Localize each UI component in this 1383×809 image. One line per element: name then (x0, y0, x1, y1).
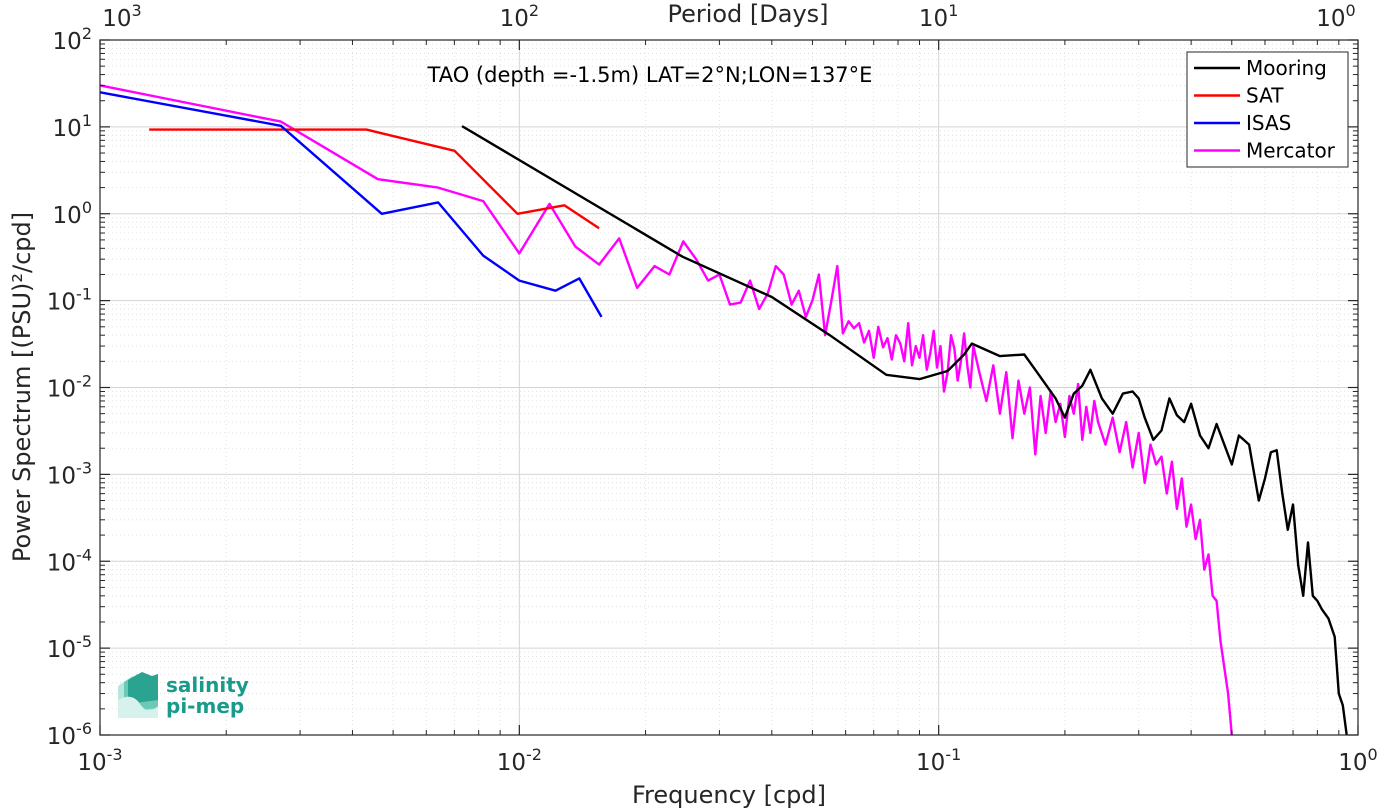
logo-line2: pi-mep (166, 694, 244, 718)
y-tick-label: 10-5 (47, 632, 92, 663)
y-tick-label: 101 (53, 111, 92, 142)
x-tick-label: 10-2 (497, 745, 542, 776)
top-tick-label: 100 (1316, 1, 1355, 32)
x-tick-label: 100 (1338, 745, 1377, 776)
y-tick-label: 10-2 (47, 372, 92, 403)
y-axis-title: Power Spectrum [(PSU)²/cpd] (8, 212, 36, 562)
minor-grid (100, 40, 1358, 735)
x-axis-title: Frequency [cpd] (632, 781, 826, 809)
x-tick-label: 10-3 (77, 745, 122, 776)
series-line-sat (149, 128, 600, 230)
legend-box (1186, 51, 1349, 168)
y-tick-label: 10-6 (47, 719, 92, 750)
tick-labels: 10-3 10-2 10-1 100 103 102 101 100 102 101 100 10-1… (47, 1, 1378, 776)
series-layer (100, 84, 1348, 735)
y-tick-label: 10-1 (47, 285, 92, 316)
series-line-mercator (100, 84, 1233, 735)
legend-label-mooring: Mooring (1246, 56, 1327, 80)
x-tick-label: 10-1 (916, 745, 961, 776)
series-line-mooring (461, 125, 1348, 735)
y-tick-label: 102 (53, 24, 92, 55)
top-tick-label: 103 (102, 1, 141, 32)
series-line-isas (100, 91, 603, 318)
y-tick-label: 10-4 (47, 545, 92, 576)
tick-marks (99, 39, 1359, 736)
legend-label-mercator: Mercator (1246, 139, 1336, 163)
plot-title: TAO (depth =-1.5m) LAT=2°N;LON=137°E (427, 63, 873, 87)
top-tick-label: 102 (500, 1, 539, 32)
y-tick-label: 10-3 (47, 458, 92, 489)
top-axis-title: Period [Days] (667, 0, 828, 28)
legend-label-isas: ISAS (1246, 111, 1291, 135)
legend: Mooring SAT ISAS Mercator (1186, 51, 1349, 168)
salinity-pi-mep-logo: salinity pi-mep (118, 672, 249, 718)
legend-label-sat: SAT (1246, 84, 1284, 108)
y-tick-label: 100 (53, 198, 92, 229)
logo-icon (118, 672, 158, 718)
top-tick-label: 101 (919, 1, 958, 32)
logo-line1: salinity (166, 673, 249, 697)
